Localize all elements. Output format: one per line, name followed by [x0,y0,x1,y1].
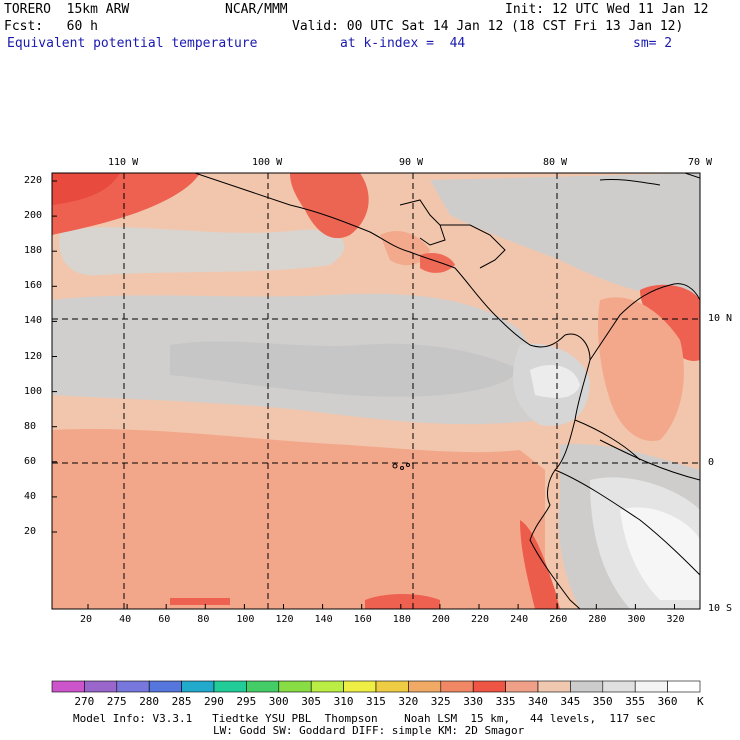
colorbar-label: 320 [398,695,419,708]
y-grid-label: 100 [24,385,43,397]
colorbar-swatch [343,680,377,693]
axis-ticks [52,180,675,609]
colorbar-label: 290 [204,695,224,708]
lon-label-80w: 80 W [543,157,568,168]
y-grid-label: 180 [24,245,43,257]
lon-label-90w: 90 W [399,157,424,168]
x-grid-label: 100 [236,614,255,625]
colorbar-label: 345 [560,695,581,708]
lat-label-0: 0 [708,457,715,468]
colorbar-swatch [440,680,474,693]
x-grid-label: 260 [549,614,568,625]
valid-time: Valid: 00 UTC Sat 14 Jan 12 (18 CST Fri … [292,19,684,34]
theta-e-field [52,173,700,609]
x-grid-label: 180 [392,614,411,625]
colorbar-swatch [667,680,701,693]
colorbar-swatch [148,680,182,693]
x-grid-label: 20 [80,614,93,625]
lat-lon-grid [52,173,700,609]
forecast-hour: Fcst: 60 h [4,19,98,34]
colorbar-swatch [537,680,571,693]
colorbar-label: 295 [236,695,257,708]
lon-label-100w: 100 W [252,157,283,168]
lon-label-70w: 70 W [688,157,713,168]
init-time: Init: 12 UTC Wed 11 Jan 12 [505,2,709,17]
field-name: Equivalent potential temperature [7,36,258,51]
colorbar-label: 355 [625,695,646,708]
map-frame [51,172,701,610]
colorbar-label: 280 [139,695,160,708]
x-grid-label: 40 [119,614,132,625]
colorbar-label: 340 [528,695,548,708]
colorbar-swatch [278,680,312,693]
y-grid-label: 200 [24,210,43,222]
colorbar-swatch [602,680,636,693]
x-grid-label: 300 [627,614,646,625]
colorbar [51,680,701,693]
x-grid-label: 60 [158,614,171,625]
colorbar-swatch [472,680,506,693]
y-grid-label: 220 [24,175,43,186]
x-grid-label: 220 [471,614,490,625]
lat-label-10s: 10 S [708,603,733,614]
y-grid-label: 20 [24,526,37,537]
y-grid-label: 60 [24,455,37,467]
smoothing-label: sm= 2 [633,36,673,51]
lon-label-110w: 110 W [108,157,139,168]
colorbar-label: 310 [333,695,354,708]
colorbar-swatch [116,680,150,693]
y-grid-label: 140 [24,315,43,327]
y-grid-label: 160 [24,280,43,292]
y-grid-label: 80 [24,420,37,432]
colorbar-swatch [246,680,280,693]
x-grid-label: 280 [588,614,607,625]
colorbar-swatch [408,680,442,693]
colorbar-label: 300 [268,695,289,708]
colorbar-label: 305 [301,695,322,708]
colorbar-label: 315 [366,695,386,708]
colorbar-swatch [213,680,247,693]
level-label: at k-index = 44 [340,36,466,51]
model-info: Model Info: V3.3.1 Tiedtke YSU PBL Thomp… [73,712,656,725]
x-grid-label: 200 [431,614,450,625]
x-grid-label: 120 [275,614,294,625]
colorbar-swatch [634,680,668,693]
colorbar-swatch [310,680,344,693]
colorbar-label: 360 [657,695,678,708]
organization-label: NCAR/MMM [225,2,288,17]
colorbar-swatch [51,680,85,693]
x-grid-label: 140 [314,614,333,625]
colorbar-label: 335 [495,695,516,708]
x-grid-label: 160 [353,614,372,625]
colorbar-label: 285 [171,695,192,708]
x-grid-label: 320 [666,614,685,625]
colorbar-swatch [570,680,604,693]
colorbar-label: 325 [430,695,451,708]
y-grid-label: 40 [24,490,37,502]
lat-label-10n: 10 N [708,313,733,324]
colorbar-swatch [84,680,118,693]
colorbar-label: 350 [592,695,613,708]
x-grid-label: 80 [197,614,210,625]
x-grid-label: 240 [510,614,529,625]
colorbar-swatch [505,680,539,693]
coastlines [194,173,700,609]
colorbar-label: 275 [106,695,127,708]
y-grid-label: 120 [24,350,43,362]
colorbar-label: 330 [463,695,484,708]
physics-info: LW: Godd SW: Goddard DIFF: simple KM: 2D… [213,724,525,737]
colorbar-swatch [181,680,215,693]
colorbar-swatch [375,680,409,693]
colorbar-label: 270 [74,695,95,708]
colorbar-unit: K [697,695,704,708]
model-title: TORERO 15km ARW [4,2,130,17]
